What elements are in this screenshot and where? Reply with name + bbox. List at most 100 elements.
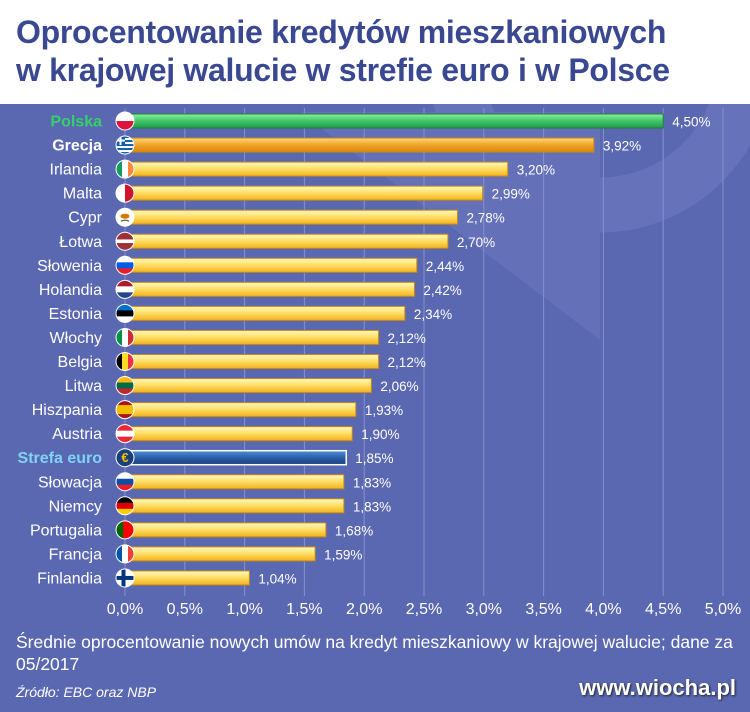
bar	[124, 329, 380, 345]
flag-poland-icon	[115, 111, 135, 131]
x-tick-label: 1,5%	[286, 601, 322, 618]
site-watermark: www.wiocha.pl	[579, 675, 736, 700]
category-label: Słowenia	[37, 258, 102, 275]
flag-netherlands-icon	[115, 279, 135, 299]
x-tick-label: 4,5%	[645, 601, 681, 618]
flag-cyprus-icon	[115, 207, 135, 227]
value-label: 2,34%	[414, 307, 452, 322]
value-label: 2,42%	[423, 283, 461, 298]
chart-source: Źródło: EBC oraz NBP	[16, 684, 157, 700]
bars: Polska 4,50% Grecja 3,92% Irlandia 3,20% Malta…	[18, 111, 710, 588]
flag-latvia-icon	[115, 231, 135, 251]
value-label: 1,93%	[365, 403, 403, 418]
x-tick-label: 0,5%	[167, 601, 203, 618]
flag-germany-icon	[115, 496, 135, 516]
value-label: 1,83%	[353, 499, 391, 514]
bar	[124, 498, 345, 514]
value-label: 1,04%	[258, 571, 296, 586]
category-label: Estonia	[49, 306, 102, 323]
category-label: Irlandia	[50, 162, 103, 179]
category-label: Belgia	[58, 354, 103, 371]
bar	[124, 161, 509, 177]
x-tick-label: 0,0%	[107, 601, 143, 618]
bar	[124, 474, 345, 490]
flag-finland-icon	[115, 568, 135, 588]
value-label: 1,59%	[324, 547, 362, 562]
value-label: 2,78%	[466, 211, 504, 226]
bar	[124, 426, 353, 442]
x-tick-label: 1,0%	[226, 601, 262, 618]
category-label: Łotwa	[59, 234, 102, 251]
x-tick-label: 3,0%	[466, 601, 502, 618]
value-label: 1,68%	[335, 523, 373, 538]
bar	[124, 137, 595, 153]
bar	[124, 570, 250, 586]
value-label: 3,92%	[603, 139, 641, 154]
category-label: Holandia	[39, 282, 102, 299]
value-label: 2,12%	[388, 331, 426, 346]
bar	[124, 378, 372, 394]
value-label: 2,06%	[380, 379, 418, 394]
bar	[124, 113, 664, 129]
bar	[124, 185, 484, 201]
value-label: 4,50%	[672, 115, 710, 130]
x-tick-label: 4,0%	[585, 601, 621, 618]
x-axis-ticks: 0,0% 0,5% 1,0% 1,5% 2,0% 2,5% 3,0% 3,5% 4,0% 4,5%…	[107, 601, 741, 618]
flag-greece-icon	[115, 135, 135, 155]
chart-title-line-1: Oprocentowanie kredytów mieszkaniowych	[16, 14, 667, 50]
value-label: 2,12%	[388, 355, 426, 370]
flag-slovakia-icon	[115, 472, 135, 492]
x-tick-label: 2,5%	[406, 601, 442, 618]
category-label: Strefa euro	[18, 450, 103, 467]
category-label: Litwa	[65, 378, 102, 395]
bar	[124, 257, 418, 273]
category-label: Hiszpania	[32, 402, 102, 419]
flag-spain-icon	[115, 400, 135, 420]
value-label: 1,85%	[355, 451, 393, 466]
bar	[124, 402, 357, 418]
category-label: Niemcy	[49, 498, 102, 515]
flag-italy-icon	[115, 327, 135, 347]
flag-portugal-icon	[115, 520, 135, 540]
value-label: 1,83%	[353, 475, 391, 490]
flag-slovenia-icon	[115, 255, 135, 275]
value-label: 2,70%	[457, 235, 495, 250]
flag-estonia-icon	[115, 303, 135, 323]
value-label: 2,44%	[426, 259, 464, 274]
bar	[124, 233, 449, 249]
category-label: Malta	[63, 186, 102, 203]
chart-title-line-2: w krajowej walucie w strefie euro i w Po…	[16, 52, 670, 88]
bar	[124, 449, 348, 466]
flag-france-icon	[115, 544, 135, 564]
euro-symbol-icon: €	[115, 448, 135, 468]
bar	[124, 354, 380, 369]
category-label: Cypr	[68, 210, 102, 227]
category-label: Słowacja	[38, 474, 102, 491]
bar	[124, 281, 415, 297]
bar	[124, 305, 406, 321]
category-label: Finlandia	[37, 570, 102, 587]
value-label: 2,99%	[492, 187, 530, 202]
title-block: Oprocentowanie kredytów mieszkaniowych w…	[0, 0, 750, 104]
chart-note: Średnie oprocentowanie nowych umów na kr…	[16, 632, 733, 674]
value-label: 3,20%	[517, 163, 555, 178]
flag-austria-icon	[115, 424, 135, 444]
flag-malta-icon	[115, 183, 135, 203]
value-label: 1,90%	[361, 427, 399, 442]
category-label: Austria	[52, 426, 102, 443]
category-label: Francja	[49, 546, 102, 563]
svg-text:€: €	[121, 450, 128, 465]
bar	[124, 522, 327, 538]
category-label: Włochy	[50, 330, 102, 347]
category-label: Portugalia	[30, 522, 102, 539]
x-tick-label: 5,0%	[705, 601, 741, 618]
x-tick-label: 3,5%	[525, 601, 561, 618]
category-label: Grecja	[52, 138, 102, 155]
category-label: Polska	[50, 114, 102, 131]
bar	[124, 209, 458, 225]
flag-ireland-icon	[115, 159, 135, 179]
flag-belgium-icon	[115, 352, 135, 371]
flag-lithuania-icon	[115, 376, 135, 396]
